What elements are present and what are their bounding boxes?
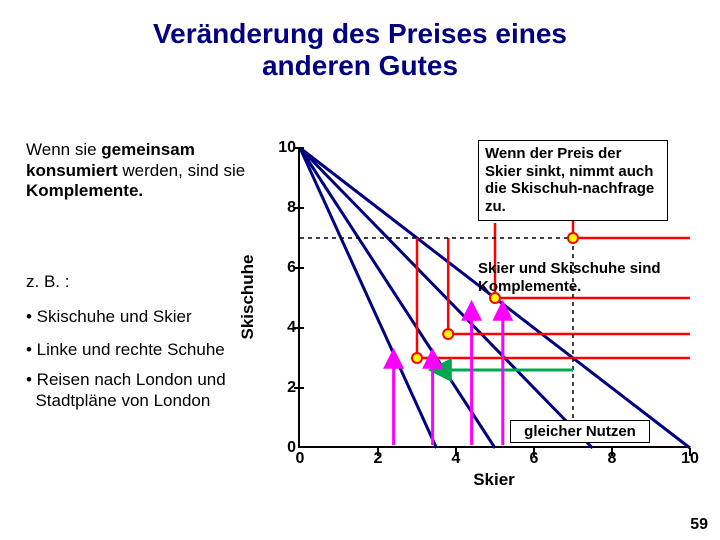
x-tick-mark [377,448,379,456]
t: Stadtpläne von London [26,391,210,410]
t: Skier und Skischuhe sind [478,260,661,277]
y-tick-mark [294,147,304,149]
x-axis-label: Skier [473,470,515,490]
slide-title: Veränderung des Preises eines anderen Gu… [0,0,720,82]
y-tick-label: 6 [272,259,296,277]
t: werden, sind sie [118,161,246,180]
y-tick-label: 10 [272,139,296,157]
left-bullet-2: • Linke und rechte Schuhe [26,340,291,361]
x-tick-mark [533,448,535,456]
title-line-1: Veränderung des Preises eines [153,18,567,49]
t: • Reisen nach London und [26,370,226,389]
y-tick-mark [294,207,304,209]
t: Komplemente. [478,278,581,295]
x-tick-label: 0 [296,450,305,468]
t: Wenn sie [26,140,101,159]
x-tick-mark [611,448,613,456]
y-tick-label: 8 [272,199,296,217]
title-line-2: anderen Gutes [262,50,458,81]
y-tick-mark [294,267,304,269]
y-tick-mark [294,327,304,329]
annotation-box-3: gleicher Nutzen [510,420,650,443]
y-axis-label: Skischuhe [238,254,258,339]
page-number: 59 [690,516,708,534]
annotation-text-2: Skier und Skischuhe sind Komplemente. [478,260,668,296]
x-tick-mark [689,448,691,456]
y-tick-label: 0 [272,439,296,457]
left-bullet-3: • Reisen nach London und Stadtpläne von … [26,370,291,411]
annotation-box-1: Wenn der Preis der Skier sinkt, nimmt au… [478,140,668,221]
y-tick-mark [294,387,304,389]
t: Komplemente. [26,181,143,200]
y-tick-label: 4 [272,319,296,337]
x-tick-mark [455,448,457,456]
y-tick-label: 2 [272,379,296,397]
left-para-1: Wenn sie gemeinsam konsumiert werden, si… [26,140,291,202]
